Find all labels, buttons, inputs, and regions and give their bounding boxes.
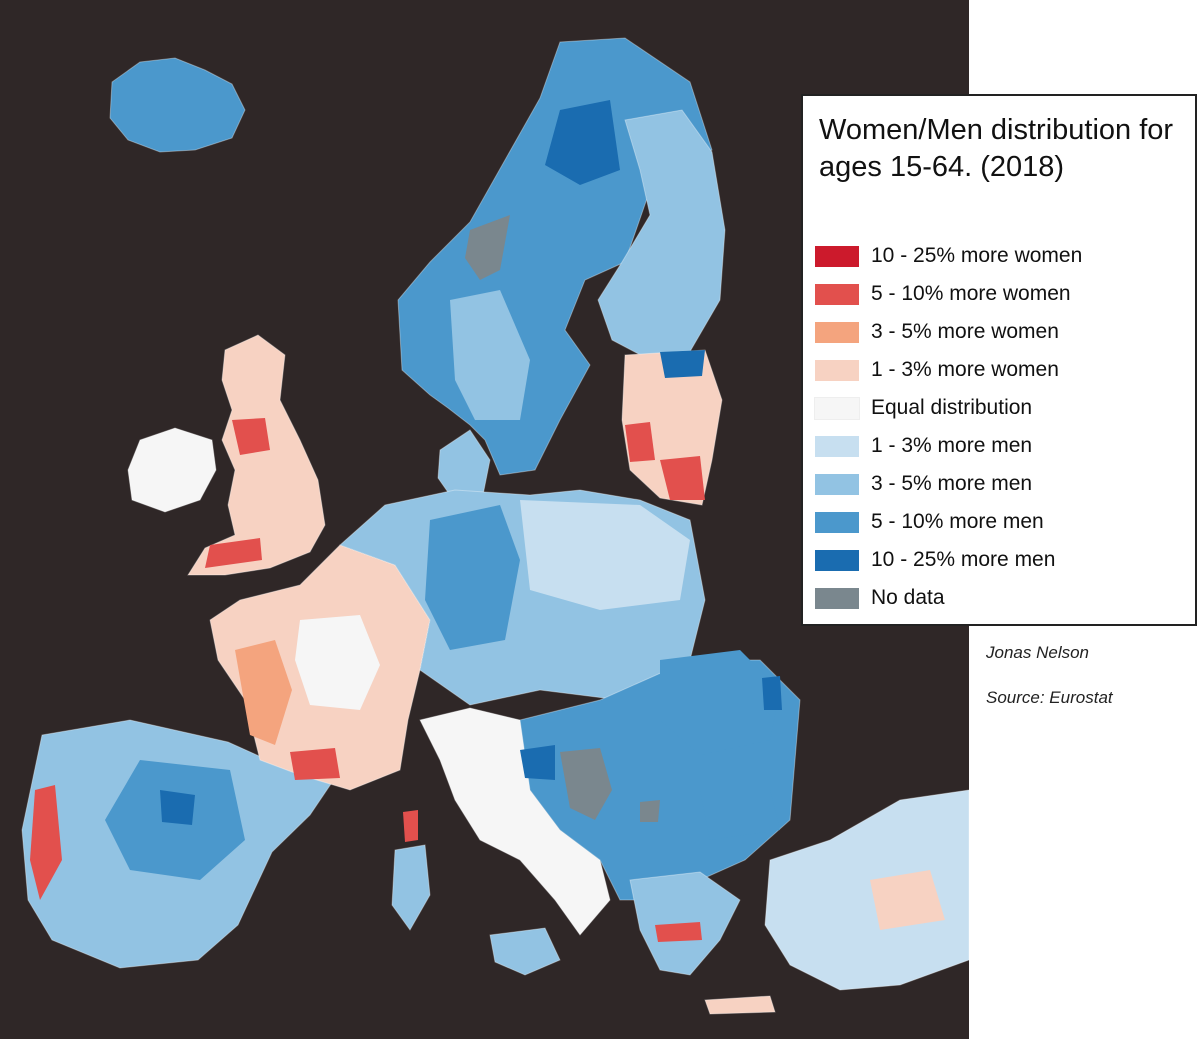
region-poland: [520, 500, 690, 610]
legend-item: 5 - 10% more women: [815, 281, 1185, 311]
legend-item: 3 - 5% more men: [815, 471, 1185, 501]
source-credit: Source: Eurostat: [986, 688, 1113, 707]
legend: Women/Men distribution for ages 15-64. (…: [801, 94, 1197, 626]
legend-label: 3 - 5% more women: [871, 320, 1059, 343]
legend-label: 1 - 3% more women: [871, 358, 1059, 381]
legend-label: 3 - 5% more men: [871, 472, 1033, 495]
region-south-england: [205, 538, 262, 568]
author-credit: Jonas Nelson: [986, 643, 1090, 662]
legend-swatch: [815, 360, 859, 381]
no-data-norway: [465, 215, 510, 280]
legend-item: 1 - 3% more women: [815, 357, 1185, 387]
region-ireland: [127, 427, 217, 513]
legend-item: 10 - 25% more women: [815, 243, 1185, 273]
region-france-centre: [295, 615, 380, 710]
region-crete: [704, 995, 776, 1015]
region-portugal: [30, 785, 62, 900]
region-north-england: [232, 418, 270, 455]
legend-label: 5 - 10% more women: [871, 282, 1071, 305]
legend-swatch: [815, 322, 859, 343]
legend-swatch: [815, 550, 859, 571]
legend-label: 5 - 10% more men: [871, 510, 1044, 533]
region-north-sweden: [545, 100, 620, 185]
legend-swatch: [815, 284, 859, 305]
legend-item: Equal distribution: [814, 395, 1185, 425]
region-lithuania-east: [625, 422, 655, 462]
legend-label: No data: [871, 586, 945, 609]
region-france-west: [235, 640, 292, 745]
region-turkey-east: [870, 870, 945, 930]
no-data-bosnia: [560, 748, 612, 820]
region-estonia: [660, 350, 705, 378]
legend-label: 1 - 3% more men: [871, 434, 1033, 457]
region-romania: [660, 650, 780, 755]
region-denmark: [437, 429, 491, 501]
no-data-montenegro: [640, 800, 660, 822]
legend-swatch: [815, 512, 859, 533]
legend-swatch: [815, 246, 859, 267]
region-iceland: [109, 57, 246, 153]
legend-swatch: [815, 436, 859, 457]
region-baltics-south: [660, 456, 705, 500]
legend-item: 10 - 25% more men: [815, 547, 1185, 577]
region-ukraine-edge: [762, 676, 782, 710]
legend-label: 10 - 25% more men: [871, 548, 1056, 571]
region-germany-east: [425, 505, 520, 650]
legend-swatch: [815, 474, 859, 495]
region-greece-islands: [655, 922, 702, 942]
region-sweden-south: [450, 290, 530, 420]
region-great-britain: [187, 334, 326, 576]
legend-item: No data: [815, 585, 1185, 615]
legend-swatch: [814, 397, 860, 420]
region-bulgaria: [700, 790, 780, 840]
legend-label: 10 - 25% more women: [871, 244, 1083, 267]
europe-regions-map: [21, 37, 969, 1015]
region-turkey-west: [764, 789, 969, 991]
legend-swatch: [815, 588, 859, 609]
legend-item: 1 - 3% more men: [815, 433, 1185, 463]
legend-label: Equal distribution: [871, 396, 1033, 419]
map-title: Women/Men distribution for ages 15-64. (…: [819, 114, 1174, 183]
region-balkan-west: [520, 745, 555, 780]
region-france-south: [290, 748, 340, 780]
region-spain-core: [160, 790, 195, 825]
legend-item: 5 - 10% more men: [815, 509, 1185, 539]
region-sardinia: [391, 844, 431, 931]
region-corsica: [403, 810, 418, 842]
legend-item: 3 - 5% more women: [815, 319, 1185, 349]
region-sicily: [489, 927, 561, 976]
